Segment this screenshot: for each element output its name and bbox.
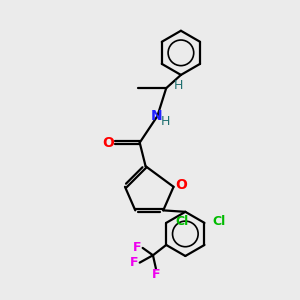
Text: F: F bbox=[152, 268, 160, 281]
Text: O: O bbox=[175, 178, 187, 192]
Text: O: O bbox=[102, 136, 114, 150]
Text: N: N bbox=[151, 109, 163, 122]
Text: F: F bbox=[133, 242, 142, 254]
Text: H: H bbox=[161, 115, 170, 128]
Text: H: H bbox=[174, 79, 183, 92]
Text: Cl: Cl bbox=[176, 215, 189, 228]
Text: F: F bbox=[130, 256, 139, 269]
Text: Cl: Cl bbox=[212, 215, 225, 228]
